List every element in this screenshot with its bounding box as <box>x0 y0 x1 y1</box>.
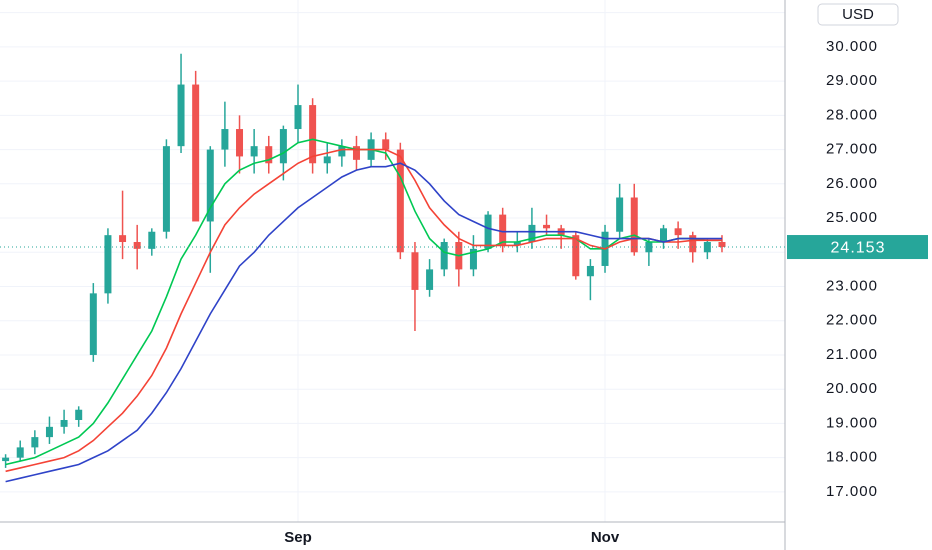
y-tick-label: 17.000 <box>826 483 878 500</box>
candle-body <box>294 105 302 130</box>
candle-body <box>45 426 53 438</box>
currency-button[interactable] <box>817 3 899 26</box>
candle-body <box>279 129 287 164</box>
candle-body <box>703 242 711 253</box>
candle-body <box>426 269 434 290</box>
candle-body <box>528 224 536 243</box>
candle-body <box>31 437 39 448</box>
candle-body <box>718 242 726 248</box>
ma-line <box>5 148 722 473</box>
candle-body <box>411 252 419 290</box>
y-tick-label: 22.000 <box>826 312 878 329</box>
y-tick-label: 23.000 <box>826 277 878 294</box>
candle-body <box>543 224 551 229</box>
candle-body <box>75 409 83 420</box>
candle-body <box>352 146 360 160</box>
candle-body <box>513 242 521 246</box>
candle-body <box>104 235 112 294</box>
candle-body <box>265 146 273 164</box>
candle-body <box>499 214 507 246</box>
candle-body <box>221 129 229 150</box>
y-tick-label: 30.000 <box>826 38 878 55</box>
candle-body <box>16 447 24 458</box>
candle-body <box>162 146 170 232</box>
candle-body <box>484 214 492 249</box>
candle-body <box>689 235 697 253</box>
y-tick-label: 21.000 <box>826 346 878 363</box>
candle-body <box>396 149 404 253</box>
candle-body <box>119 235 127 243</box>
ma-line <box>5 138 722 466</box>
y-tick-label: 29.000 <box>826 72 878 89</box>
candle-body <box>192 84 200 222</box>
currency-label: USD <box>842 6 874 23</box>
candle-body <box>630 197 638 253</box>
candle-body <box>660 228 667 243</box>
candle-body <box>469 248 477 270</box>
last-price-label: 24.153 <box>831 239 886 256</box>
candle-body <box>674 228 682 236</box>
y-tick-label: 18.000 <box>826 449 878 466</box>
x-tick-label: Sep <box>284 529 312 546</box>
y-tick-label: 26.000 <box>826 175 878 192</box>
y-tick-label: 19.000 <box>826 414 878 431</box>
candle-body <box>440 242 448 270</box>
candle-body <box>338 146 346 157</box>
candle-body <box>89 293 97 355</box>
y-tick-label: 25.000 <box>826 209 878 226</box>
last-price-box <box>787 235 928 260</box>
ma-line <box>5 162 722 483</box>
y-tick-label: 20.000 <box>826 380 878 397</box>
candle-body <box>616 197 624 232</box>
candle-body <box>309 105 317 164</box>
candle-body <box>236 129 244 157</box>
x-tick-label: Nov <box>591 529 620 546</box>
y-tick-label: 27.000 <box>826 141 878 158</box>
candle-body <box>60 419 68 427</box>
candle-body <box>586 265 594 277</box>
candle-body <box>148 231 156 249</box>
candle-body <box>572 235 580 277</box>
candle-body <box>250 146 258 157</box>
y-tick-label: 28.000 <box>826 106 878 123</box>
candle-body <box>323 156 331 164</box>
candle-body <box>206 149 214 222</box>
candle-body <box>382 139 390 150</box>
candle-body <box>177 84 185 147</box>
candle-body <box>133 242 141 249</box>
candle-body <box>2 457 10 462</box>
